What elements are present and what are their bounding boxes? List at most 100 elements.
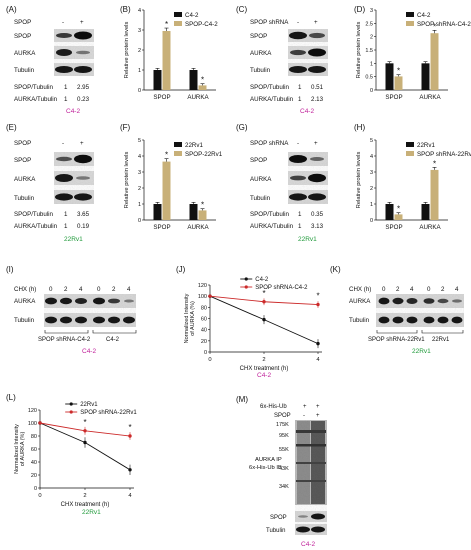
panel-k-label: (K) (330, 265, 341, 274)
panel-a-blot: (A) SPOP - + SPOP AURKA Tubulin SPOP/Tub… (6, 5, 94, 115)
x-tick-label: 2 (83, 493, 86, 499)
panel-m-header-1: 6x-His-Ub (260, 404, 287, 410)
panel-c-label: (C) (236, 5, 247, 14)
bar-spop-shrna-c4-2 (430, 33, 439, 90)
x-axis-label: CHX treatment (h) (61, 502, 110, 508)
y-tick-label: 3 (138, 28, 141, 34)
panel-e-row-spop: SPOP (14, 157, 31, 164)
blot-band (289, 155, 307, 163)
panel-a-row-aurka: AURKA (14, 50, 36, 57)
blot-band (56, 33, 72, 38)
panel-e-header-minus: - (62, 140, 64, 147)
panel-j-cell-line: C4-2 (257, 372, 271, 379)
data-point (208, 294, 212, 298)
panel-g-row-spop: SPOP (250, 157, 267, 164)
x-tick-label: SPOP (153, 224, 170, 231)
blot-band (74, 154, 92, 164)
panel-c-quant-label-2: AURKA/Tubulin (250, 96, 294, 103)
data-point (38, 421, 42, 425)
panel-m-blot: (M) 6x-His-Ub + + SPOP - + 175K 95K 55K … (236, 395, 327, 548)
legend-label: SPOP shRNA-22Rv1 (417, 151, 471, 158)
panel-c-cell-line: C4-2 (300, 108, 314, 115)
panel-c-quant-v1-2: 1 (298, 96, 302, 103)
panel-i-group-1: SPOP shRNA-C4-2 (38, 337, 91, 343)
panel-g-label: (G) (236, 123, 248, 132)
y-tick-label: 80 (31, 434, 37, 440)
y-tick-label: 60 (31, 447, 37, 453)
blot-band (392, 316, 404, 324)
blot-band (298, 515, 308, 518)
panel-j-label: (J) (176, 265, 186, 274)
x-tick-label: 0 (208, 357, 211, 363)
panel-e-blot: (E) SPOP - + SPOP AURKA Tubulin SPOP/Tub… (6, 123, 94, 243)
panel-m-row-spop: SPOP (270, 515, 287, 521)
panel-h-label: (H) (354, 123, 365, 132)
blot-band (289, 31, 307, 40)
blot-band (56, 156, 72, 162)
legend-swatch (174, 142, 182, 147)
blot-band (437, 298, 449, 304)
panel-a-cell-line: C4-2 (66, 108, 80, 115)
panel-i-group-2: C4-2 (106, 337, 120, 343)
panel-i-row-tubulin: Tubulin (14, 317, 35, 324)
panel-g-blot: (G) SPOP shRNA - + SPOP AURKA Tubulin SP… (236, 123, 328, 243)
panel-c-quant-v2-2: 2.13 (311, 96, 324, 103)
blot-band (378, 316, 390, 324)
y-axis-label: Relative protein levels (124, 152, 130, 209)
y-tick-label: 5 (370, 138, 373, 144)
panel-a-row-spop: SPOP (14, 33, 31, 40)
panel-f-label: (F) (120, 123, 131, 132)
data-point (262, 300, 266, 304)
panel-m-marker-43k: 43K (279, 466, 289, 472)
panel-a-quant-v1-1: 1 (64, 84, 68, 91)
significance-star: * (316, 292, 319, 301)
blot-band (124, 299, 134, 303)
panel-g-cell-line: 22Rv1 (298, 236, 317, 243)
y-tick-label: 20 (201, 339, 207, 345)
blot-band (296, 462, 326, 464)
blot-band (55, 66, 73, 73)
significance-star: * (165, 151, 168, 160)
panel-c-header-minus: - (297, 19, 299, 26)
blot-band (452, 299, 462, 303)
blot-band (406, 298, 418, 304)
bar-22rv1 (189, 204, 198, 220)
blot-band (108, 298, 120, 304)
panel-i-blot: (I) CHX (h) 0 2 4 0 2 4 AURKA Tubulin SP… (6, 265, 137, 355)
significance-star: * (433, 159, 436, 168)
panel-d-label: (D) (354, 5, 365, 14)
x-tick-label: AURKA (419, 224, 441, 231)
blot-band (296, 430, 326, 433)
blot-strip (44, 313, 136, 327)
panel-e-row-tubulin: Tubulin (14, 195, 35, 202)
blot-strip (376, 294, 464, 308)
y-tick-label: 2 (370, 35, 373, 41)
blot-band (76, 176, 90, 180)
y-tick-label: 1.5 (365, 48, 373, 54)
blot-band (392, 297, 404, 305)
panel-m-marker-175k: 175K (276, 422, 289, 428)
panel-c-row-spop: SPOP (250, 33, 267, 40)
y-axis-label: Relative protein levels (124, 22, 130, 79)
blot-band (123, 316, 135, 324)
panel-c-row-tubulin: Tubulin (250, 67, 271, 74)
data-point (128, 434, 132, 438)
panel-i-row-aurka: AURKA (14, 298, 36, 305)
bar-spop-22rv1 (198, 210, 207, 220)
blot-band (296, 444, 326, 447)
y-tick-label: 4 (370, 154, 373, 160)
significance-star: * (201, 76, 204, 85)
significance-star: * (201, 201, 204, 210)
y-tick-label: 1 (370, 61, 373, 67)
panel-i-cell-line: C4-2 (82, 348, 96, 355)
y-tick-label: 0 (138, 218, 141, 224)
panel-k-chx-label: CHX (h) (349, 286, 371, 293)
y-tick-label: 2 (138, 48, 141, 54)
y-axis-label: Normalized Intensity (14, 424, 20, 474)
blot-band (308, 48, 326, 57)
panel-e-header-plus: + (80, 140, 84, 147)
bar-22rv1 (421, 204, 430, 220)
y-tick-label: 100 (198, 294, 207, 300)
panel-k-blot: (K) CHX (h) 0 2 4 0 2 4 AURKA Tubulin SP… (330, 265, 464, 355)
significance-star: * (397, 67, 400, 76)
